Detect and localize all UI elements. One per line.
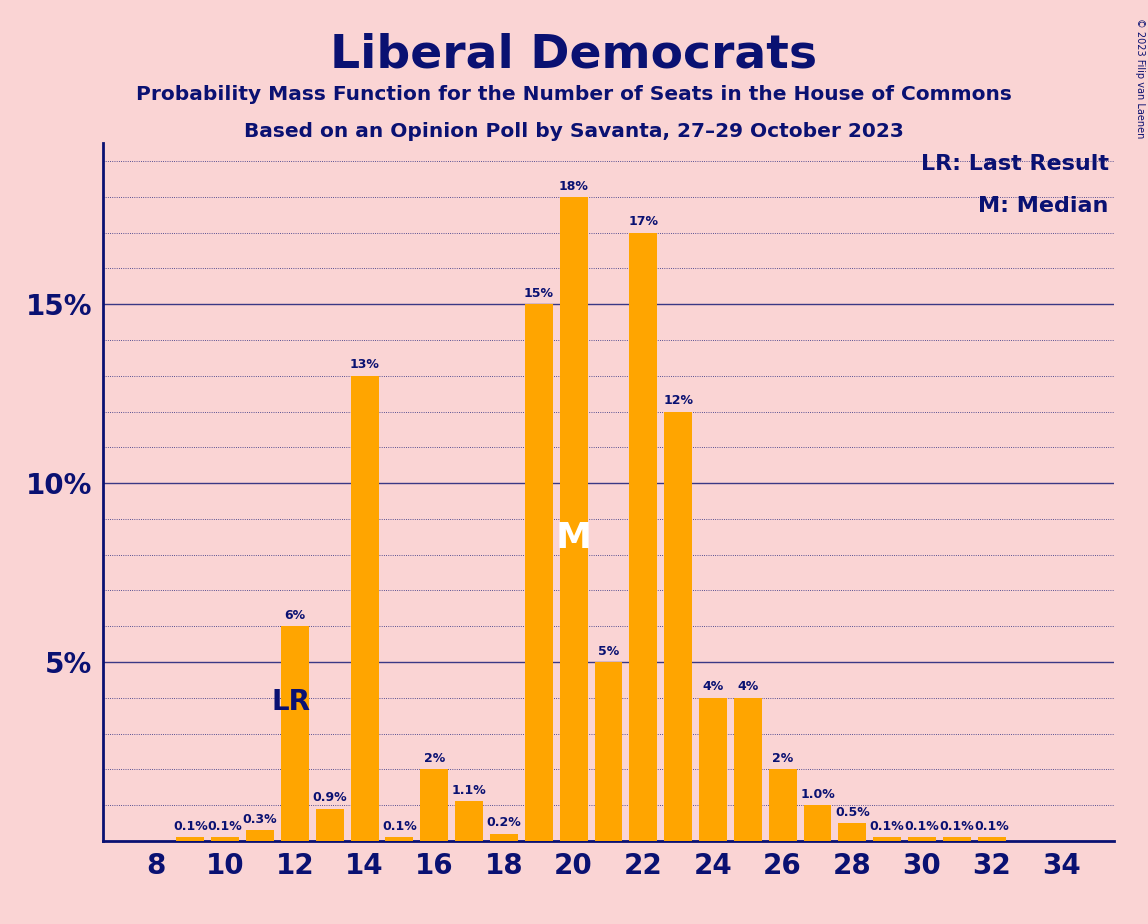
Text: LR: Last Result: LR: Last Result (921, 153, 1109, 174)
Text: 0.1%: 0.1% (870, 820, 905, 833)
Bar (734, 698, 762, 841)
Text: Liberal Democrats: Liberal Democrats (331, 32, 817, 78)
Text: Probability Mass Function for the Number of Seats in the House of Commons: Probability Mass Function for the Number… (137, 85, 1011, 104)
Bar (316, 808, 343, 841)
Text: 0.2%: 0.2% (487, 817, 521, 830)
Text: 4%: 4% (737, 680, 759, 693)
Text: Based on an Opinion Poll by Savanta, 27–29 October 2023: Based on an Opinion Poll by Savanta, 27–… (245, 122, 903, 141)
Bar (350, 376, 379, 841)
Text: 13%: 13% (350, 359, 380, 371)
Bar (525, 304, 552, 841)
Text: 0.1%: 0.1% (975, 820, 1009, 833)
Text: 0.9%: 0.9% (312, 791, 347, 805)
Bar (211, 837, 239, 841)
Bar (177, 837, 204, 841)
Text: 0.1%: 0.1% (939, 820, 975, 833)
Text: 17%: 17% (628, 215, 658, 228)
Text: M: Median: M: Median (978, 196, 1109, 215)
Bar (281, 626, 309, 841)
Bar (838, 823, 867, 841)
Bar (490, 833, 518, 841)
Bar (629, 233, 657, 841)
Bar (246, 830, 274, 841)
Text: 0.1%: 0.1% (905, 820, 939, 833)
Bar (804, 805, 831, 841)
Bar (560, 197, 588, 841)
Text: LR: LR (272, 687, 311, 715)
Text: 2%: 2% (771, 752, 793, 765)
Text: 15%: 15% (523, 287, 553, 300)
Bar (455, 801, 483, 841)
Text: 5%: 5% (598, 645, 619, 658)
Bar (420, 770, 448, 841)
Bar (978, 837, 1006, 841)
Text: 0.1%: 0.1% (173, 820, 208, 833)
Text: 2%: 2% (424, 752, 445, 765)
Text: 12%: 12% (664, 395, 693, 407)
Bar (595, 662, 622, 841)
Text: 0.5%: 0.5% (835, 806, 870, 819)
Text: 1.1%: 1.1% (451, 784, 487, 797)
Text: 1.0%: 1.0% (800, 788, 835, 801)
Text: 0.1%: 0.1% (382, 820, 417, 833)
Bar (908, 837, 936, 841)
Bar (943, 837, 971, 841)
Bar (699, 698, 727, 841)
Bar (769, 770, 797, 841)
Text: 0.1%: 0.1% (208, 820, 242, 833)
Bar (665, 411, 692, 841)
Bar (874, 837, 901, 841)
Text: 6%: 6% (285, 609, 305, 622)
Text: 0.3%: 0.3% (242, 813, 278, 826)
Text: © 2023 Filip van Laenen: © 2023 Filip van Laenen (1135, 18, 1145, 139)
Text: 4%: 4% (703, 680, 723, 693)
Text: M: M (556, 521, 591, 555)
Bar (386, 837, 413, 841)
Text: 18%: 18% (559, 179, 589, 192)
